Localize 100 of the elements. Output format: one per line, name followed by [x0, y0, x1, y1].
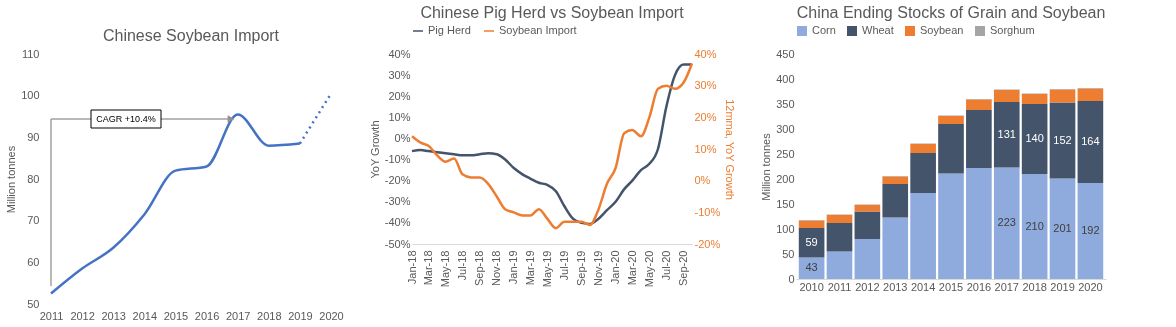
bar	[798, 228, 825, 258]
bar	[854, 205, 881, 212]
y-tick-label: 60	[27, 255, 40, 268]
y-tick-label: 30%	[388, 68, 411, 81]
data-label: 164	[1081, 135, 1100, 147]
y-tick-label: 0	[788, 272, 795, 285]
x-tick-label: 2015	[938, 280, 964, 293]
y-tick-label: 300	[776, 122, 795, 135]
bar	[1021, 174, 1048, 279]
bar	[826, 251, 853, 279]
y-tick-label: 100	[776, 222, 795, 235]
data-label: 192	[1081, 224, 1100, 236]
data-label: 131	[997, 127, 1016, 140]
bar	[826, 223, 853, 252]
y2-tick-label: 40%	[694, 47, 717, 60]
bar	[938, 116, 964, 124]
data-label: 201	[1053, 221, 1072, 234]
legend-label: Corn	[812, 24, 836, 36]
y-tick-label: 80	[27, 172, 40, 185]
bar	[1021, 104, 1048, 174]
x-tick-label: 2019	[288, 309, 313, 322]
bar	[1049, 102, 1076, 179]
y-axis-title: Million tonnes	[760, 132, 773, 201]
y2-tick-label: -10%	[694, 205, 721, 218]
y-tick-label: 200	[776, 172, 795, 185]
y2-tick-label: 30%	[694, 79, 717, 92]
y-tick-label: -10%	[384, 153, 411, 166]
x-tick-label: 2020	[319, 309, 344, 322]
x-tick-label: 2014	[132, 309, 158, 322]
bar	[1077, 101, 1104, 183]
y-tick-label: 150	[776, 197, 795, 210]
bar	[910, 144, 936, 153]
chart-title: Chinese Soybean Import	[102, 27, 280, 44]
x-tick-label: 2019	[1050, 280, 1075, 293]
bar	[1077, 183, 1104, 279]
x-tick-label: Sep-18	[473, 250, 486, 286]
data-label: 223	[997, 216, 1016, 229]
chart-title: Chinese Pig Herd vs Soybean Import	[420, 4, 685, 21]
x-tick-label: Jul-20	[659, 250, 672, 281]
y-tick-label: 250	[776, 147, 795, 160]
bar	[1021, 94, 1048, 104]
data-label: 43	[805, 261, 818, 274]
x-tick-label: 2016	[194, 309, 220, 322]
y-tick-label: 400	[776, 72, 795, 85]
bar	[993, 90, 1020, 102]
bar	[938, 124, 964, 174]
y2-axis-title: 12mma, YoY Growth	[724, 99, 737, 200]
x-tick-label: Sep-19	[575, 250, 588, 286]
data-label: 152	[1053, 133, 1072, 146]
bar	[993, 102, 1020, 168]
bar	[882, 176, 909, 184]
y-tick-label: 450	[776, 47, 795, 60]
x-tick-label: 2014	[910, 280, 936, 293]
y-tick-label: 90	[27, 130, 40, 143]
x-tick-label: Jan-20	[609, 250, 622, 285]
data-label: 140	[1025, 132, 1044, 144]
x-tick-label: Jul-18	[455, 250, 468, 281]
y-tick-label: 0%	[394, 131, 411, 144]
x-tick-label: Sep-20	[677, 250, 690, 286]
x-tick-label: 2018	[1022, 280, 1047, 293]
bar	[882, 184, 909, 218]
y-tick-label: -40%	[384, 216, 411, 229]
y2-tick-label: 20%	[694, 110, 717, 123]
x-tick-label: May-20	[642, 250, 655, 288]
y-tick-label: 50	[782, 247, 795, 260]
x-tick-label: 2013	[101, 309, 126, 322]
x-tick-label: Jul-19	[557, 250, 570, 281]
x-tick-label: Mar-20	[625, 250, 638, 286]
bar	[966, 99, 992, 110]
x-tick-label: 2011	[827, 280, 852, 293]
bar	[826, 215, 853, 223]
bar	[1049, 89, 1076, 103]
y2-tick-label: 10%	[694, 142, 717, 155]
bar	[910, 153, 936, 193]
x-tick-label: Jan-19	[507, 250, 520, 285]
legend-label: Soybean	[920, 24, 964, 36]
y-axis-title: Million tonnes	[5, 145, 18, 214]
y-tick-label: -50%	[384, 237, 411, 250]
x-tick-label: 2020	[1078, 280, 1103, 293]
x-tick-label: May-18	[438, 250, 451, 288]
y-tick-label: -30%	[384, 195, 411, 208]
bar	[966, 168, 992, 279]
y-axis-title: YoY Growth	[368, 120, 381, 179]
legend-label: Pig Herd	[428, 24, 471, 36]
x-tick-label: May-19	[540, 250, 553, 288]
y-tick-label: 20%	[388, 89, 411, 102]
y-tick-label: 110	[21, 47, 40, 60]
x-tick-label: Mar-19	[523, 250, 536, 286]
x-tick-label: Jan-18	[405, 250, 418, 285]
x-tick-label: Mar-18	[421, 250, 434, 286]
bar	[1077, 88, 1104, 101]
data-label: 59	[805, 235, 818, 248]
x-tick-label: 2012	[70, 309, 95, 322]
x-tick-label: 2015	[163, 309, 189, 322]
bar	[798, 220, 825, 228]
data-label: 210	[1025, 219, 1044, 232]
x-tick-label: Nov-18	[490, 250, 503, 286]
bar	[1049, 178, 1076, 279]
y2-tick-label: -20%	[694, 237, 721, 250]
y-tick-label: 50	[27, 297, 40, 310]
